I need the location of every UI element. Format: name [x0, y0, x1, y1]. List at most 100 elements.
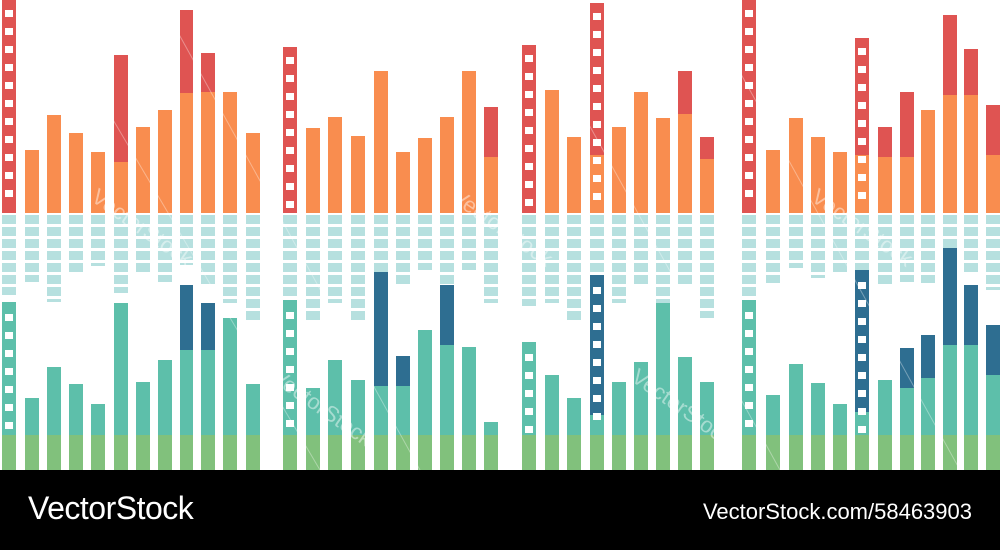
bar-35-reflection-block	[811, 263, 825, 272]
bar-20-reflection-block	[440, 263, 454, 272]
bar-20-reflection-block	[440, 251, 454, 260]
bar-38-reflection-block	[878, 239, 892, 248]
bar-1-reflection-block	[2, 275, 16, 284]
bar-2-reflection-block	[25, 239, 39, 248]
bar-27-reflection-block	[612, 227, 626, 236]
bar-18-reflection-block	[396, 215, 410, 224]
bar-12-reflection-block	[246, 311, 260, 320]
bar-27-reflection-block	[612, 287, 626, 296]
bar-41-reflection-block	[943, 227, 957, 236]
bar-26-reflection-block	[590, 263, 604, 272]
bar-1-marker-square	[5, 404, 13, 411]
bar-36-bottom-green	[833, 435, 847, 470]
bar-39-reflection-block	[900, 275, 914, 282]
bar-32-marker-square	[745, 172, 753, 179]
bar-27-reflection-block	[612, 239, 626, 248]
bar-13-reflection-block	[283, 239, 297, 248]
bar-13-reflection-block	[283, 275, 297, 284]
bar-26-reflection-block	[590, 227, 604, 236]
bar-39-reflection-block	[900, 263, 914, 272]
bar-2-reflection-block	[25, 227, 39, 236]
bar-40-reflection-block	[921, 227, 935, 236]
bar-12-reflection-block	[246, 299, 260, 308]
bar-26-marker-square	[593, 341, 601, 348]
bar-21-reflection-block	[462, 239, 476, 248]
bar-34-reflection-block	[789, 215, 803, 224]
bar-14-reflection-block	[306, 215, 320, 224]
bar-33-reflection-block	[766, 215, 780, 224]
bar-13-marker-square	[286, 420, 294, 427]
bar-23-reflection-block	[522, 227, 536, 236]
bar-22-reflection-block	[484, 299, 498, 303]
bar-37-reflection-block	[855, 239, 869, 248]
bar-22-reflection-block	[484, 239, 498, 248]
bar-28-reflection-block	[634, 275, 648, 284]
bar-37-marker-square	[858, 66, 866, 73]
bar-11-bottom-green	[223, 435, 237, 470]
bar-1-marker-square	[5, 118, 13, 125]
bar-37-marker-square	[858, 408, 866, 415]
bar-9-reflection-block	[180, 227, 193, 236]
bar-32-reflection-block	[742, 275, 756, 284]
bar-37-marker-square	[858, 318, 866, 325]
bar-31-reflection-block	[700, 251, 714, 260]
bar-13-marker-square	[286, 312, 294, 319]
bar-37-reflection-block	[855, 263, 869, 272]
bar-30-reflection-block	[678, 239, 692, 248]
bar-24-top-orange	[545, 90, 559, 213]
bar-1-bottom-green	[2, 435, 16, 470]
bar-1-reflection-block	[2, 287, 16, 295]
bar-6-top-red	[114, 55, 128, 162]
bar-14-bottom-green	[306, 435, 320, 470]
bar-37-marker-square	[858, 48, 866, 55]
bar-42-reflection-block	[964, 227, 978, 236]
bar-18-reflection-block	[396, 251, 410, 260]
bar-26-marker-square	[593, 175, 601, 182]
bar-43-top-orange	[986, 155, 1000, 213]
bar-8-bottom-teal	[158, 360, 172, 435]
bar-41-top-red	[943, 15, 957, 95]
bar-37-reflection-block	[855, 215, 869, 224]
bar-7-reflection-block	[136, 263, 150, 272]
bar-9-reflection-block	[180, 215, 193, 224]
bar-1-marker-square	[5, 422, 13, 429]
bar-28-reflection-block	[634, 239, 648, 248]
bar-12-top-orange	[246, 133, 260, 213]
bar-10-reflection-block	[201, 275, 215, 284]
bar-14-reflection-block	[306, 263, 320, 272]
bar-21-reflection-block	[462, 215, 476, 224]
bar-23-reflection-block	[522, 299, 536, 306]
bar-2-top-orange	[25, 150, 39, 213]
bar-32-bottom-green	[742, 435, 756, 470]
bar-29-reflection-block	[656, 215, 670, 224]
bar-43-reflection-block	[986, 215, 1000, 224]
bar-26-marker-square	[593, 49, 601, 56]
bar-30-top-red	[678, 71, 692, 114]
bar-26-marker-square	[593, 139, 601, 146]
bar-9-bottom-green	[180, 435, 193, 470]
bar-25-top-orange	[567, 137, 581, 213]
bar-37-reflection-block	[855, 227, 869, 236]
bar-3-reflection-block	[47, 227, 61, 236]
bar-18-bottom-green	[396, 435, 410, 470]
bar-16-reflection-block	[351, 311, 365, 320]
bar-1-reflection-block	[2, 215, 16, 224]
bar-23-marker-square	[525, 145, 533, 152]
bar-40-reflection-block	[921, 239, 935, 248]
bar-13-marker-square	[286, 57, 294, 64]
bar-25-reflection-block	[567, 227, 581, 236]
bar-25-reflection-block	[567, 215, 581, 224]
bar-32-marker-square	[745, 154, 753, 161]
bar-1-marker-square	[5, 314, 13, 321]
bar-31-reflection-block	[700, 299, 714, 308]
bar-10-top-orange	[201, 92, 215, 213]
bar-3-reflection-block	[47, 263, 61, 272]
bar-13-reflection-block	[283, 287, 297, 296]
bar-28-reflection-block	[634, 227, 648, 236]
bar-11-reflection-block	[223, 239, 237, 248]
bar-24-bottom-teal	[545, 375, 559, 435]
bar-38-reflection-block	[878, 227, 892, 236]
bar-37-marker-square	[858, 282, 866, 289]
bar-34-reflection-block	[789, 239, 803, 248]
bar-16-top-orange	[351, 136, 365, 213]
